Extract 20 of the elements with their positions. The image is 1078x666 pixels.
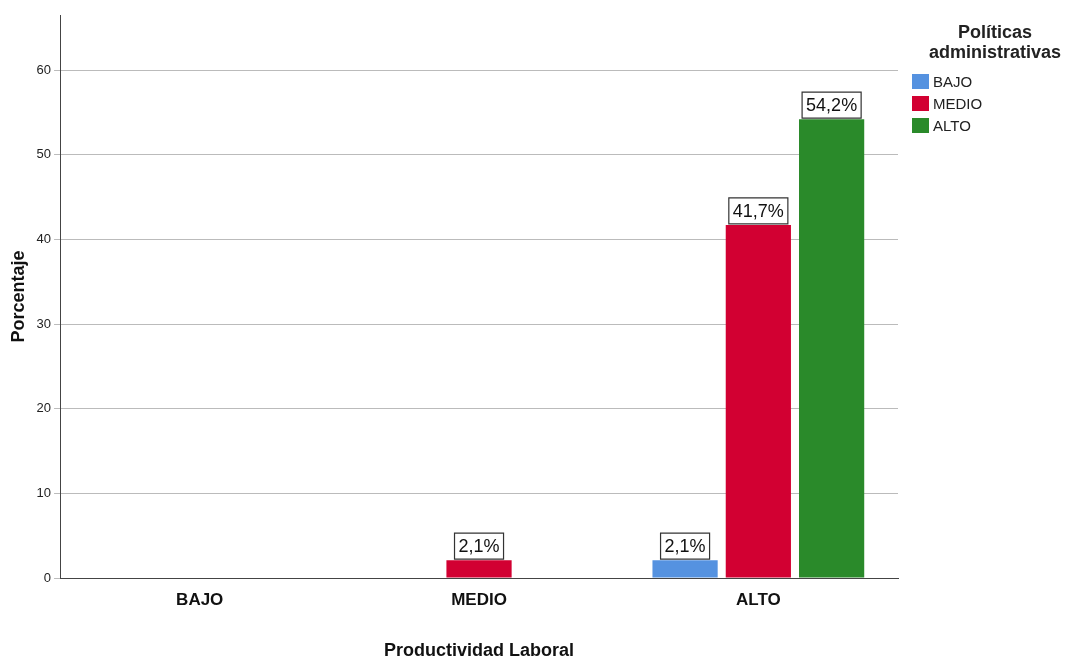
y-tick-label: 20: [36, 400, 52, 416]
legend-label: MEDIO: [933, 94, 983, 112]
y-tick-label: 50: [36, 146, 52, 162]
x-tick-label: ALTO: [735, 589, 781, 609]
y-tick-label: 40: [36, 230, 52, 246]
data-label: 41,7%: [732, 200, 784, 221]
x-tick-label: BAJO: [176, 589, 224, 609]
legend-title: Políticas administrativas: [927, 22, 1063, 62]
x-axis-title: Productividad Laboral: [384, 640, 575, 661]
x-tick-label: MEDIO: [451, 589, 507, 609]
y-tick-label: 10: [36, 484, 52, 500]
y-axis-title: Porcentaje: [7, 250, 28, 343]
y-tick-label: 60: [36, 61, 52, 77]
data-label: 2,1%: [458, 536, 500, 557]
data-label: 54,2%: [806, 95, 858, 116]
y-tick-label: 0: [43, 569, 52, 585]
y-tick-label: 30: [36, 315, 52, 331]
data-label: 2,1%: [664, 536, 706, 557]
legend-label: BAJO: [933, 72, 973, 90]
legend-label: ALTO: [933, 116, 971, 134]
